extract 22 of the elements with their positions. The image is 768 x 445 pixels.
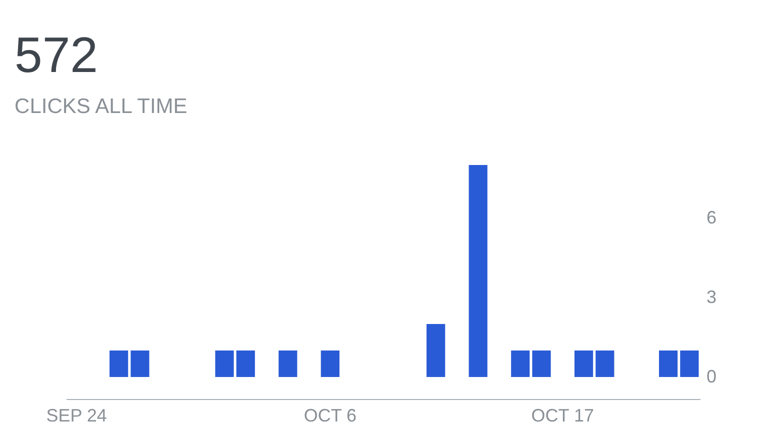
- x-tick-label: OCT 6: [304, 406, 357, 426]
- x-tick-label: OCT 17: [531, 406, 594, 426]
- y-tick-label: 0: [706, 366, 717, 386]
- bar: [659, 350, 678, 377]
- bar: [574, 350, 594, 377]
- bar: [532, 350, 551, 377]
- bar: [680, 350, 699, 377]
- bar: [278, 350, 298, 377]
- chart-subtitle: CLICKS ALL TIME: [14, 95, 188, 118]
- bar: [320, 350, 340, 377]
- bar: [511, 350, 530, 377]
- bar: [110, 350, 128, 377]
- y-tick-label: 6: [706, 208, 717, 228]
- bar: [236, 350, 255, 377]
- x-tick-label: SEP 24: [46, 406, 107, 426]
- y-tick-label: 3: [706, 287, 717, 307]
- bar: [468, 165, 488, 377]
- bar: [215, 350, 234, 377]
- bar: [596, 350, 614, 377]
- chart-title: 572: [14, 27, 98, 83]
- bar: [130, 350, 150, 377]
- bar: [426, 324, 446, 377]
